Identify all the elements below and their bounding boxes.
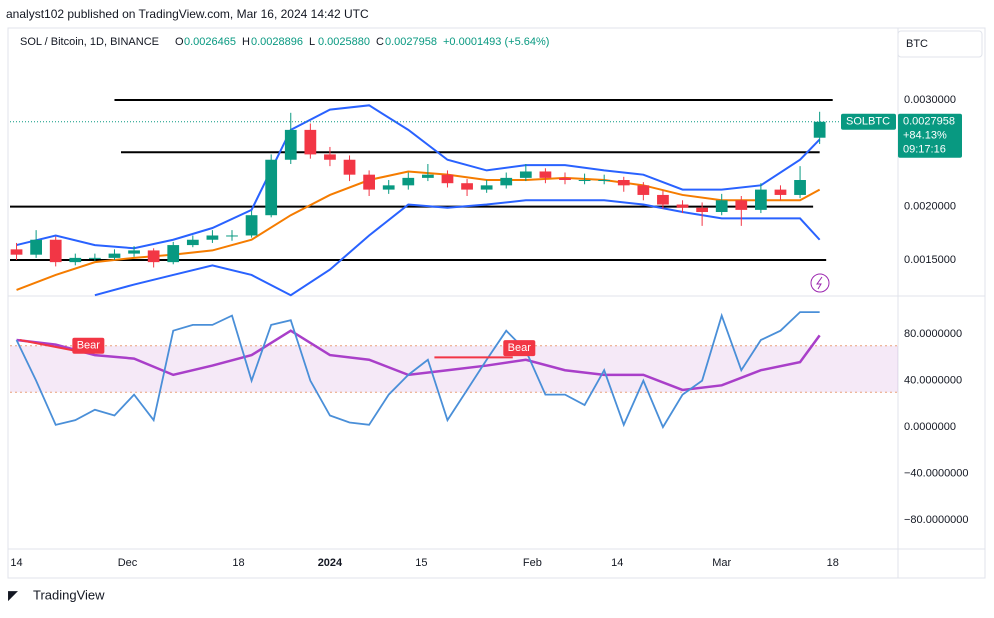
frame — [7, 27, 986, 579]
y-tick-label: 0.0000000 — [904, 421, 956, 433]
signal-badge — [72, 337, 105, 354]
candle-body — [147, 250, 160, 263]
candle-body — [324, 154, 336, 160]
candle-body — [519, 171, 532, 178]
change-badge-text: +84.13% — [903, 130, 947, 142]
ohlc-key: L — [309, 36, 315, 48]
candle-body — [186, 239, 199, 246]
x-tick-label: 2024 — [318, 557, 343, 569]
ohlc-value: 0.0025880 — [318, 36, 370, 48]
candle-body — [30, 239, 42, 255]
candle-body — [245, 215, 258, 236]
x-tick-label: Dec — [118, 557, 138, 569]
candle-body — [637, 185, 650, 195]
candle-body — [49, 239, 62, 263]
change: +0.0001493 (+5.64%) — [443, 36, 549, 48]
candle-body — [363, 174, 375, 190]
ohlc-value: 0.0028896 — [251, 36, 303, 48]
candle-body — [10, 249, 23, 255]
bollinger-upper — [16, 104, 821, 250]
y-tick-label: 80.0000000 — [904, 328, 962, 340]
price-badge-text: 0.0027958 — [903, 116, 955, 128]
x-tick-label: 14 — [10, 557, 22, 569]
candle-body — [617, 180, 630, 186]
candle-body — [539, 171, 552, 178]
signal-badge — [503, 340, 536, 357]
price-badge — [898, 113, 962, 158]
candle-body — [167, 245, 180, 263]
candle-body — [89, 257, 101, 259]
y-tick-label: −80.0000000 — [904, 514, 969, 526]
ohlc-value: 0.0026465 — [184, 36, 236, 48]
candle-body — [794, 180, 806, 195]
oscillator-line — [16, 329, 821, 392]
x-tick-label: Mar — [712, 557, 731, 569]
publish-note: analyst102 published on TradingView.com,… — [6, 7, 369, 21]
candle-body — [265, 159, 278, 216]
candle-body — [128, 250, 140, 254]
candle-body — [715, 200, 728, 213]
alert-icon[interactable] — [810, 273, 830, 293]
currency-button[interactable] — [897, 30, 983, 58]
currency[interactable]: BTC — [906, 38, 928, 50]
x-tick-label: 15 — [415, 557, 427, 569]
x-tick-label: 14 — [611, 557, 623, 569]
candle-body — [676, 204, 689, 208]
candle-body — [657, 194, 669, 205]
candle-body — [559, 177, 571, 181]
signal-text: Bear — [508, 342, 532, 354]
candle-body — [461, 183, 473, 190]
candle-body — [284, 129, 297, 160]
candle-body — [735, 200, 748, 210]
candle-body — [304, 129, 317, 155]
candle-body — [402, 177, 415, 186]
candle-body — [696, 207, 708, 213]
symbol-badge — [841, 113, 896, 130]
brand: TradingView — [33, 587, 105, 602]
y-tick-label: 40.0000000 — [904, 375, 962, 387]
alert-bolt — [816, 276, 823, 290]
x-tick-label: Feb — [523, 557, 542, 569]
ohlc-key: H — [242, 36, 250, 48]
x-tick-label: 18 — [827, 557, 839, 569]
ohlc-key: O — [175, 36, 184, 48]
bollinger-lower — [94, 199, 821, 297]
candle-body — [343, 159, 356, 175]
y-tick-label: 0.0015000 — [904, 254, 956, 266]
y-tick-label: 0.0030000 — [904, 94, 956, 106]
ohlc-legend: O 0.0026465 H 0.0028896 L 0.0025880 C 0.0027958 — [175, 36, 437, 48]
candle-body — [441, 174, 454, 184]
candle-body — [69, 257, 82, 263]
candle-body — [108, 253, 121, 258]
candle-body — [598, 180, 611, 182]
candle-body — [480, 185, 493, 190]
logo-mark: ◤ — [8, 587, 18, 602]
candle-body — [755, 189, 767, 210]
ohlc-key: C — [376, 36, 384, 48]
symbol-badge-text: SOLBTC — [846, 116, 890, 128]
signal-line — [19, 339, 81, 353]
candle-body — [500, 177, 513, 186]
candle-body — [578, 180, 591, 182]
signal-text: Bear — [77, 340, 101, 352]
y-tick-label: 0.0020000 — [904, 201, 956, 213]
candle-body — [422, 174, 434, 178]
countdown-text: 09:17:16 — [903, 144, 946, 156]
candle-body — [774, 189, 787, 195]
x-tick-label: 18 — [232, 557, 244, 569]
candle-body — [382, 185, 395, 190]
candle-body — [813, 121, 826, 138]
candle-body — [206, 235, 219, 240]
candle-body — [226, 235, 238, 237]
oscillator-line — [15, 311, 820, 430]
ohlc-value: 0.0027958 — [385, 36, 437, 48]
y-tick-label: −40.0000000 — [904, 468, 969, 480]
symbol: SOL / Bitcoin, 1D, BINANCE — [20, 36, 159, 48]
